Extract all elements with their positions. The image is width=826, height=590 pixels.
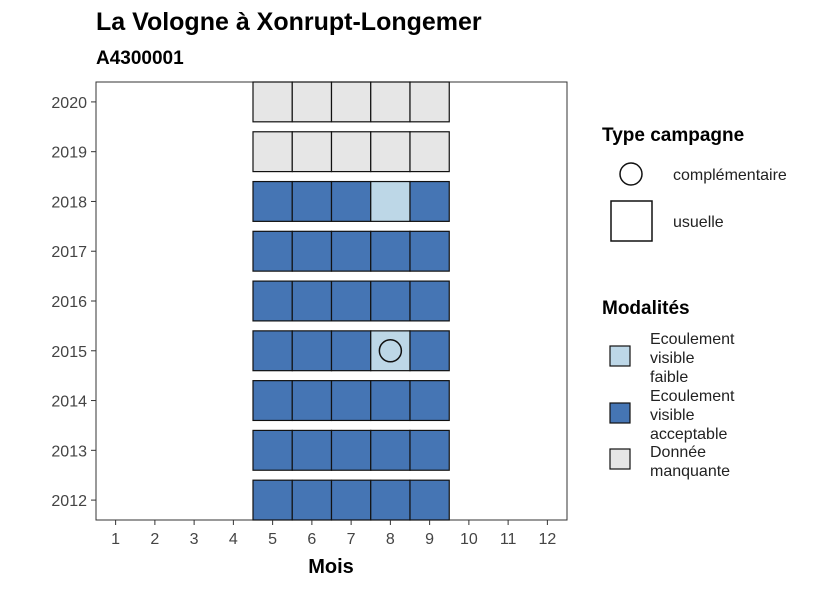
- legend-label-complementaire: complémentaire: [673, 167, 787, 184]
- legend-title-modalites: Modalités: [602, 298, 690, 319]
- cell-2020-7: [330, 81, 372, 123]
- cell-2012-5: [252, 479, 293, 521]
- legend-swatch-1: [609, 402, 631, 424]
- cell-2019-8: [370, 131, 411, 173]
- cell-2015-9: [409, 330, 450, 372]
- cell-2019-6: [291, 131, 333, 173]
- cell-2013-6: [291, 429, 333, 471]
- chart-subtitle: A4300001: [96, 48, 184, 69]
- y-tick-label-2019: 2019: [51, 145, 87, 162]
- legend-label-modalite-1-line-1: visible: [650, 407, 695, 424]
- cell-2020-5: [252, 81, 293, 123]
- cell-2015-8: [370, 330, 411, 372]
- x-tick-label-5: 5: [268, 531, 277, 548]
- cell-2017-9: [409, 230, 450, 272]
- x-axis: 1 2 3 4 5 6 7 8 9 10 11 12: [111, 520, 556, 548]
- x-tick-label-3: 3: [190, 531, 199, 548]
- cell-2017-5: [252, 230, 293, 272]
- y-tick-label-2015: 2015: [51, 344, 87, 361]
- legend-label-usuelle: usuelle: [673, 214, 724, 231]
- cell-2018-5: [252, 180, 293, 222]
- y-tick-label-2013: 2013: [51, 443, 87, 460]
- cell-2013-8: [370, 429, 411, 471]
- legend-label-modalite-0-line-2: faible: [650, 369, 688, 386]
- x-tick-label-4: 4: [229, 531, 238, 548]
- y-tick-label-2016: 2016: [51, 294, 87, 311]
- legend-label-modalite-2-line-0: Donnée: [650, 444, 706, 461]
- legend-label-modalite-2-line-1: manquante: [650, 463, 730, 480]
- cell-2019-5: [252, 131, 293, 173]
- cells-layer: [252, 81, 450, 521]
- cell-2014-8: [370, 380, 411, 422]
- cell-2015-5: [252, 330, 293, 372]
- y-tick-label-2018: 2018: [51, 194, 87, 211]
- legend-label-modalite-1-line-2: acceptable: [650, 426, 727, 443]
- y-tick-label-2017: 2017: [51, 244, 87, 261]
- legend-label-modalite-0-line-0: Ecoulement: [650, 331, 735, 348]
- x-tick-label-12: 12: [538, 531, 556, 548]
- campagne-marks-layer: [378, 339, 403, 363]
- y-tick-label-2012: 2012: [51, 493, 87, 510]
- cell-2016-8: [370, 280, 411, 322]
- cell-2012-8: [370, 479, 411, 521]
- cell-2019-7: [330, 131, 372, 173]
- cell-2018-8: [370, 180, 411, 222]
- x-tick-label-2: 2: [150, 531, 159, 548]
- cell-2017-8: [370, 230, 411, 272]
- x-tick-label-1: 1: [111, 531, 120, 548]
- y-axis: 2012 2013 2014 2015 2016 2017 2018 2019 2020: [51, 95, 96, 510]
- cell-2016-7: [330, 280, 372, 322]
- x-tick-label-7: 7: [347, 531, 356, 548]
- cell-2018-7: [330, 180, 372, 222]
- legend-swatch-0: [609, 345, 631, 367]
- campagne-complementaire-mark-2015-8: [378, 339, 403, 363]
- legend-swatch-2: [609, 448, 631, 470]
- cell-2020-6: [291, 81, 333, 123]
- cell-2017-6: [291, 230, 333, 272]
- cell-2014-7: [330, 380, 372, 422]
- x-tick-label-10: 10: [460, 531, 478, 548]
- cell-2014-9: [409, 380, 450, 422]
- cell-2014-6: [291, 380, 333, 422]
- cell-2018-6: [291, 180, 333, 222]
- legend-key-circle: [619, 162, 643, 186]
- cell-2014-5: [252, 380, 293, 422]
- x-axis-title: Mois: [308, 556, 354, 578]
- cell-2015-6: [291, 330, 333, 372]
- cell-2013-7: [330, 429, 372, 471]
- cell-2020-9: [409, 81, 450, 123]
- legend-label-modalite-0-line-1: visible: [650, 350, 695, 367]
- x-tick-label-8: 8: [386, 531, 395, 548]
- legend-label-modalite-1-line-0: Ecoulement: [650, 388, 735, 405]
- cell-2012-6: [291, 479, 333, 521]
- cell-2012-7: [330, 479, 372, 521]
- legend-title-type-campagne: Type campagne: [602, 125, 744, 146]
- y-tick-label-2020: 2020: [51, 95, 87, 112]
- chart-title: La Vologne à Xonrupt-Longemer: [96, 8, 482, 36]
- cell-2016-5: [252, 280, 293, 322]
- y-tick-label-2014: 2014: [51, 394, 87, 411]
- legend: Type campagne complémentaire usuelle Modali…: [602, 125, 787, 480]
- x-tick-label-6: 6: [307, 531, 316, 548]
- x-tick-label-9: 9: [425, 531, 434, 548]
- cell-2013-5: [252, 429, 293, 471]
- x-tick-label-11: 11: [500, 531, 517, 548]
- cell-2018-9: [409, 180, 450, 222]
- cell-2019-9: [409, 131, 450, 173]
- cell-2017-7: [330, 230, 372, 272]
- cell-2013-9: [409, 429, 450, 471]
- cell-2012-9: [409, 479, 450, 521]
- cell-2020-8: [370, 81, 411, 123]
- cell-2015-7: [330, 330, 372, 372]
- cell-2016-6: [291, 280, 333, 322]
- legend-key-square: [610, 200, 653, 242]
- cell-2016-9: [409, 280, 450, 322]
